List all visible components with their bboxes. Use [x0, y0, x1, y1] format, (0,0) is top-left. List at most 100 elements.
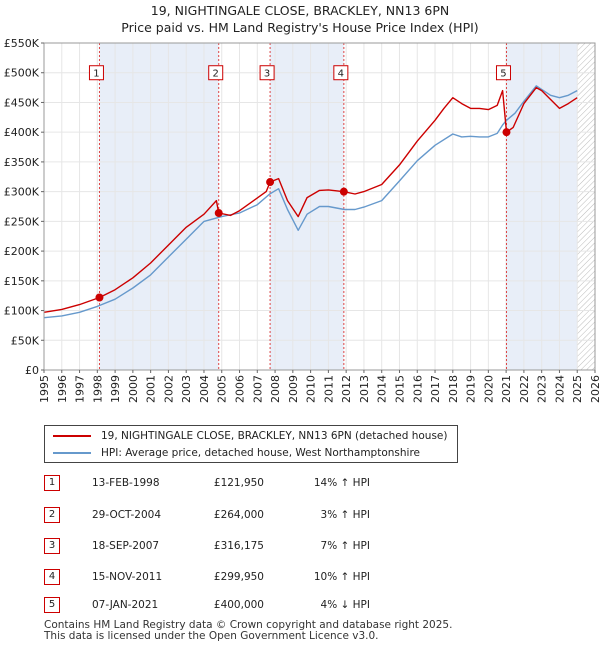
x-tick-label: 2013: [358, 375, 371, 403]
y-tick-label: £100K: [4, 305, 40, 318]
x-tick-label: 2024: [553, 375, 566, 403]
x-tick-label: 2019: [465, 375, 478, 403]
table-row: 3 18-SEP-2007 £316,175 7% ↑ HPI: [44, 537, 464, 555]
y-tick-label: £400K: [4, 126, 40, 139]
x-tick-label: 2002: [162, 375, 175, 403]
x-tick-label: 2020: [482, 375, 495, 403]
footer-copyright: Contains HM Land Registry data © Crown c…: [44, 619, 453, 631]
y-tick-label: £50K: [11, 334, 40, 347]
legend-label-hpi: HPI: Average price, detached house, West…: [101, 447, 420, 459]
y-tick-label: £250K: [4, 215, 40, 228]
sale-number-label: 5: [500, 69, 506, 80]
x-tick-label: 1995: [38, 375, 51, 403]
x-tick-label: 2009: [287, 375, 300, 403]
shaded-period: [270, 43, 344, 370]
legend-swatch-hpi: [53, 452, 91, 454]
legend-swatch-property: [53, 435, 91, 437]
sale-price: £299,950: [213, 571, 264, 583]
sale-date: 18-SEP-2007: [92, 540, 160, 552]
x-tick-label: 2008: [269, 375, 282, 403]
sale-point: [266, 178, 275, 187]
x-tick-label: 2016: [411, 375, 424, 403]
x-tick-label: 2018: [447, 375, 460, 403]
y-tick-label: £550K: [4, 37, 40, 50]
sale-date: 29-OCT-2004: [92, 509, 161, 521]
sale-hpi-diff: 7% ↑ HPI: [320, 540, 370, 552]
table-row: 5 07-JAN-2021 £400,000 4% ↓ HPI: [44, 596, 464, 614]
x-tick-label: 2001: [145, 375, 158, 403]
x-tick-label: 2012: [340, 375, 353, 403]
sale-hpi-diff: 3% ↑ HPI: [320, 509, 370, 521]
sale-number-label: 2: [213, 69, 219, 80]
sale-number-box: [208, 65, 224, 81]
legend-item-hpi: HPI: Average price, detached house, West…: [53, 445, 420, 461]
hpi-line: [43, 85, 578, 319]
y-tick-label: £500K: [4, 67, 40, 80]
y-tick-label: £300K: [4, 186, 40, 199]
table-row: 2 29-OCT-2004 £264,000 3% ↑ HPI: [44, 506, 464, 524]
x-tick-label: 2000: [127, 375, 140, 403]
table-row: 1 13-FEB-1998 £121,950 14% ↑ HPI: [44, 474, 464, 492]
sale-number-badge: 1: [44, 475, 60, 491]
sale-number-badge: 2: [44, 507, 60, 523]
x-tick-label: 1997: [74, 375, 87, 403]
legend: 19, NIGHTINGALE CLOSE, BRACKLEY, NN13 6P…: [44, 425, 458, 463]
sale-point: [502, 128, 511, 137]
sale-number-box: [333, 65, 349, 81]
sale-number-box: [495, 65, 511, 81]
y-tick-label: £200K: [4, 245, 40, 258]
table-row: 4 15-NOV-2011 £299,950 10% ↑ HPI: [44, 568, 464, 586]
sale-number-label: 1: [93, 69, 99, 80]
chart-title-block: 19, NIGHTINGALE CLOSE, BRACKLEY, NN13 6P…: [0, 2, 600, 36]
sale-point: [214, 209, 223, 218]
x-tick-label: 2023: [536, 375, 549, 403]
sale-number-box: [259, 65, 275, 81]
y-tick-label: £150K: [4, 275, 40, 288]
legend-item-property: 19, NIGHTINGALE CLOSE, BRACKLEY, NN13 6P…: [53, 428, 447, 444]
x-tick-label: 2014: [376, 375, 389, 403]
legend-label-property: 19, NIGHTINGALE CLOSE, BRACKLEY, NN13 6P…: [101, 430, 448, 442]
x-tick-label: 2017: [429, 375, 442, 403]
shaded-periods: [99, 43, 595, 370]
sale-price: £400,000: [213, 599, 264, 611]
sale-markers-lines: [98, 43, 507, 370]
y-tick-label: £450K: [4, 96, 40, 109]
sale-number-badge: 3: [44, 538, 60, 554]
x-tick-label: 2010: [305, 375, 318, 403]
x-tick-label: 1998: [91, 375, 104, 403]
x-tick-label: 1996: [56, 375, 69, 403]
plot-frame: [43, 42, 596, 371]
sale-number-label: 3: [264, 69, 270, 80]
x-tick-label: 2006: [234, 375, 247, 403]
x-tick-label: 1999: [109, 375, 122, 403]
sale-number-boxes: 1 2 3 4 5: [88, 65, 511, 81]
x-tick-label: 2003: [180, 375, 193, 403]
y-tick-label: £0: [25, 364, 39, 377]
sale-point: [339, 187, 348, 196]
x-tick-label: 2007: [251, 375, 264, 403]
sale-price: £264,000: [213, 509, 264, 521]
y-tick-label: £350K: [4, 156, 40, 169]
sale-points: [95, 128, 511, 302]
sale-hpi-diff: 14% ↑ HPI: [313, 477, 370, 489]
sale-price: £121,950: [213, 477, 264, 489]
axes: £0 £50K £100K £150K £200K £250K £300K £350K £400…: [4, 37, 600, 403]
sale-price: £316,175: [213, 540, 264, 552]
x-tick-label: 2022: [518, 375, 531, 403]
sale-hpi-diff: 10% ↑ HPI: [313, 571, 370, 583]
sale-number-badge: 4: [44, 569, 60, 585]
sale-number-box: [88, 65, 104, 81]
sale-hpi-diff: 4% ↓ HPI: [320, 599, 370, 611]
sale-number-label: 4: [338, 69, 344, 80]
sale-date: 15-NOV-2011: [92, 571, 163, 583]
footer-licence: This data is licensed under the Open Gov…: [44, 630, 379, 642]
sale-date: 07-JAN-2021: [92, 599, 159, 611]
x-tick-label: 2015: [393, 375, 406, 403]
sale-number-badge: 5: [44, 597, 60, 613]
x-tick-label: 2021: [500, 375, 513, 403]
x-tick-label: 2026: [589, 375, 600, 403]
shaded-period: [99, 43, 219, 370]
chart-subtitle: Price paid vs. HM Land Registry's House …: [121, 20, 479, 35]
x-tick-label: 2025: [571, 375, 584, 403]
future-hatch: [577, 43, 595, 370]
